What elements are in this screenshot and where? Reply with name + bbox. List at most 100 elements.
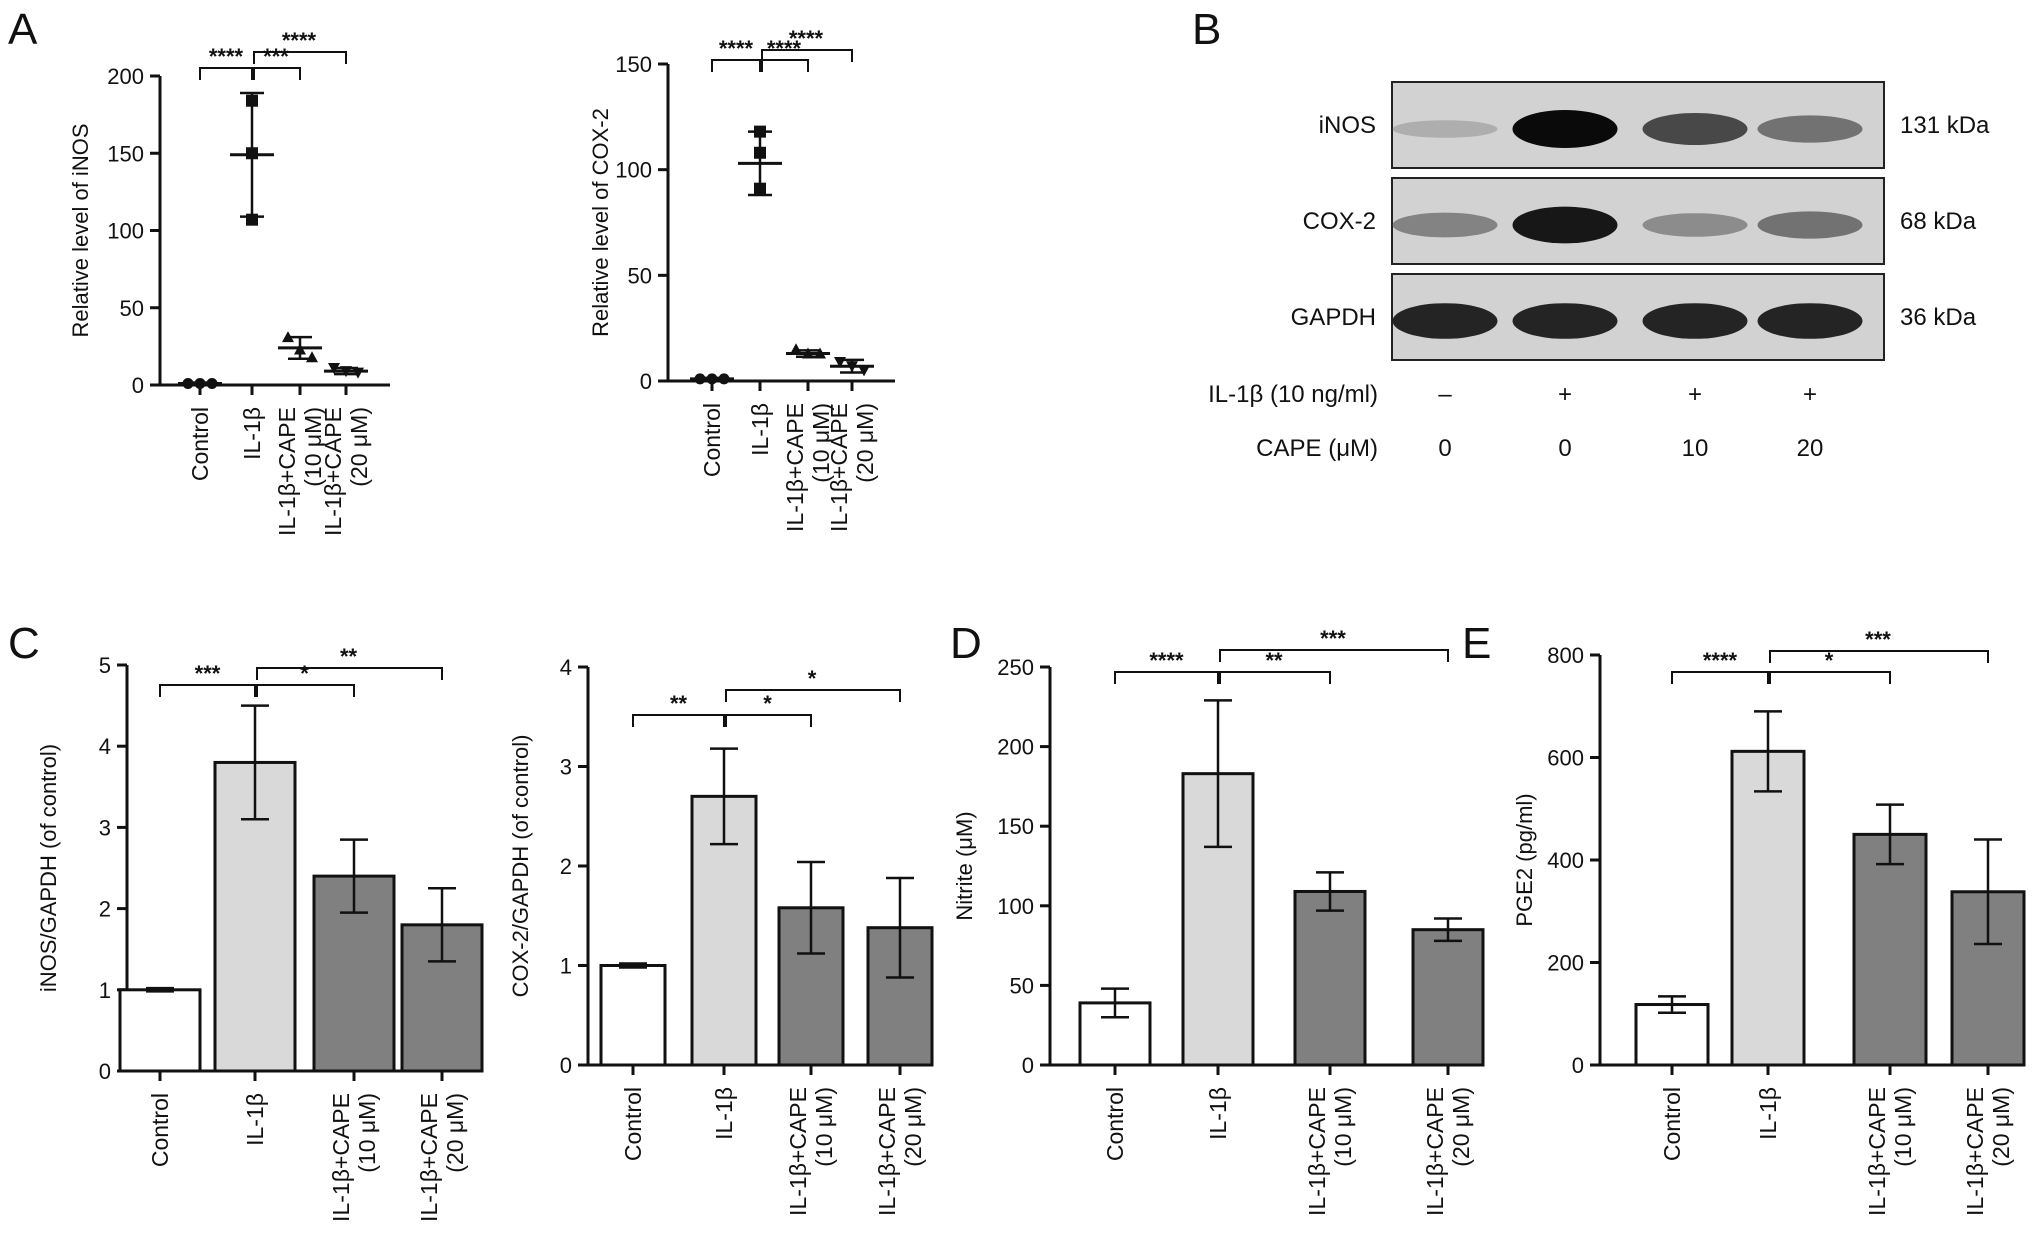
y-tick-label: 0 bbox=[640, 369, 652, 394]
x-category-label: IL-1β+CAPE bbox=[274, 407, 300, 536]
significance-label: **** bbox=[767, 36, 802, 61]
x-category-label: IL-1β+CAPE bbox=[1422, 1087, 1448, 1216]
protein-band bbox=[1392, 303, 1498, 339]
condition-value: – bbox=[1438, 381, 1452, 408]
x-category-label: Control bbox=[187, 407, 213, 481]
bar bbox=[599, 964, 667, 1067]
significance-label: **** bbox=[1149, 648, 1184, 673]
panel-label-b: B bbox=[1192, 5, 1221, 54]
significance-label: **** bbox=[789, 26, 824, 51]
x-category-label: IL-1β bbox=[711, 1087, 737, 1140]
y-tick-label: 150 bbox=[615, 52, 652, 77]
x-category-label: (10 μM) bbox=[300, 407, 326, 487]
y-tick-label: 50 bbox=[120, 296, 144, 321]
y-tick-label: 4 bbox=[99, 734, 111, 759]
bar bbox=[1293, 889, 1367, 1067]
x-category-label: (20 μM) bbox=[346, 407, 372, 487]
y-tick-label: 200 bbox=[107, 64, 144, 89]
significance-label: *** bbox=[1865, 627, 1891, 652]
x-category-label: Control bbox=[1102, 1087, 1128, 1161]
significance-bracket bbox=[1769, 650, 1989, 663]
data-point bbox=[246, 147, 258, 160]
significance-label: ** bbox=[340, 644, 358, 669]
protein-band bbox=[1512, 110, 1618, 148]
cox2-scatter-chart: 0 50 100 150 Relative level of COX-2 Control I… bbox=[588, 26, 895, 532]
data-point bbox=[306, 351, 318, 363]
x-category-label: IL-1β+CAPE bbox=[1304, 1087, 1330, 1216]
y-tick-label: 4 bbox=[560, 655, 572, 680]
x-category-label: IL-1β+CAPE bbox=[782, 403, 808, 532]
x-category-label: IL-1β bbox=[747, 403, 773, 456]
y-tick-label: 150 bbox=[997, 814, 1034, 839]
data-point bbox=[802, 347, 814, 359]
significance-bracket bbox=[199, 67, 253, 80]
protein-band bbox=[1642, 113, 1748, 145]
y-tick-label: 100 bbox=[615, 158, 652, 183]
significance-label: * bbox=[763, 691, 772, 716]
data-point bbox=[246, 94, 258, 107]
bar bbox=[118, 988, 202, 1073]
x-category-label: (20 μM) bbox=[1448, 1087, 1474, 1167]
x-category-label: (10 μM) bbox=[1890, 1087, 1916, 1167]
significance-bracket bbox=[761, 59, 809, 72]
x-category-label: (10 μM) bbox=[1330, 1087, 1356, 1167]
significance-label: **** bbox=[1703, 648, 1738, 673]
x-category-label: IL-1β+CAPE bbox=[785, 1087, 811, 1216]
y-tick-label: 200 bbox=[997, 735, 1034, 760]
y-tick-label: 1 bbox=[99, 978, 111, 1003]
x-category-label: (10 μM) bbox=[811, 1087, 837, 1167]
x-category-label: IL-1β+CAPE bbox=[1864, 1087, 1890, 1216]
x-category-label: IL-1β+CAPE bbox=[874, 1087, 900, 1216]
western-blot-panel: iNOS 131 kDa COX-2 68 kDa GAPDH 36 kDa IL-1β (… bbox=[1208, 81, 1990, 462]
x-category-label: IL-1β+CAPE bbox=[1962, 1087, 1988, 1216]
data-point bbox=[706, 373, 718, 385]
data-point bbox=[194, 377, 206, 389]
protein-name-label: GAPDH bbox=[1291, 304, 1376, 331]
pge2-bar-chart: 0 200 400 600 800 PGE2 (pg/ml) Control IL-1β IL-… bbox=[1512, 627, 2026, 1216]
data-point bbox=[754, 146, 766, 159]
inos-scatter-chart: 0 50 100 150 200 Relative level of iNOS Contro… bbox=[68, 28, 390, 536]
data-point bbox=[206, 377, 218, 389]
y-axis-label: Relative level of iNOS bbox=[68, 124, 93, 338]
y-tick-label: 0 bbox=[1572, 1053, 1584, 1078]
x-category-label: Control bbox=[620, 1087, 646, 1161]
x-category-label: IL-1β+CAPE bbox=[826, 403, 852, 532]
bar bbox=[866, 926, 934, 1067]
y-axis-label: iNOS/GAPDH (of control) bbox=[36, 744, 61, 992]
panel-label-a: A bbox=[8, 5, 38, 54]
condition-value: 20 bbox=[1797, 435, 1824, 462]
protein-band bbox=[1757, 115, 1863, 143]
y-tick-label: 1 bbox=[560, 954, 572, 979]
protein-band bbox=[1757, 303, 1863, 339]
y-tick-label: 3 bbox=[99, 815, 111, 840]
molecular-weight-label: 131 kDa bbox=[1900, 112, 1990, 139]
significance-bracket bbox=[256, 667, 443, 680]
panel-label-c: C bbox=[8, 619, 40, 668]
y-tick-label: 50 bbox=[1010, 973, 1034, 998]
blot-strip bbox=[1391, 81, 1885, 169]
x-category-label: Control bbox=[147, 1093, 173, 1167]
y-tick-label: 200 bbox=[1547, 951, 1584, 976]
data-point bbox=[282, 331, 294, 343]
protein-band bbox=[1512, 206, 1618, 244]
significance-label: *** bbox=[1320, 626, 1346, 651]
data-point bbox=[718, 373, 730, 385]
significance-label: **** bbox=[209, 44, 244, 69]
condition-label: CAPE (μM) bbox=[1256, 435, 1378, 462]
y-tick-label: 2 bbox=[99, 897, 111, 922]
data-point bbox=[790, 343, 802, 355]
x-category-label: Control bbox=[699, 403, 725, 477]
x-category-label: IL-1β bbox=[239, 407, 265, 460]
significance-bracket bbox=[1671, 671, 1769, 684]
data-point bbox=[754, 182, 766, 195]
condition-value: 0 bbox=[1438, 435, 1451, 462]
bar bbox=[1730, 749, 1806, 1067]
significance-bracket bbox=[159, 684, 256, 697]
condition-value: + bbox=[1803, 381, 1817, 408]
data-point bbox=[858, 365, 870, 377]
y-tick-label: 50 bbox=[628, 263, 652, 288]
y-axis-label: Relative level of COX-2 bbox=[588, 108, 613, 337]
y-tick-label: 0 bbox=[99, 1059, 111, 1084]
y-tick-label: 100 bbox=[107, 219, 144, 244]
